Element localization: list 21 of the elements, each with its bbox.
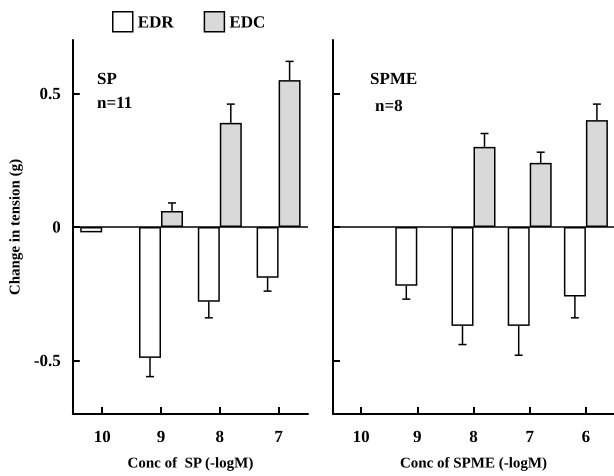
x-tick-label: 10 xyxy=(352,427,370,446)
legend-label: EDR xyxy=(138,12,174,32)
x-tick-label: 10 xyxy=(94,427,111,446)
annotation: n=8 xyxy=(375,96,403,115)
y-tick-label: 0 xyxy=(52,218,61,236)
legend-label: EDC xyxy=(229,12,266,32)
annotation: SPME xyxy=(370,69,418,88)
x-tick-label: 8 xyxy=(216,427,224,446)
x-tick-label: 8 xyxy=(469,427,478,446)
x-tick-label: 9 xyxy=(413,427,422,446)
x-tick-label: 9 xyxy=(156,427,166,446)
x-tick-label: 7 xyxy=(525,427,534,446)
x-tick-label: 6 xyxy=(582,427,590,446)
annotation: SP xyxy=(97,69,117,88)
x-axis-title: Conc of SP (-logM) xyxy=(127,456,254,472)
x-axis-title: Conc of SPME (-logM) xyxy=(400,456,548,472)
annotation: n=11 xyxy=(97,93,132,112)
y-tick-label: 0.5 xyxy=(40,84,61,103)
y-tick-label: -0.5 xyxy=(34,351,61,370)
x-tick-label: 7 xyxy=(274,427,284,446)
y-axis-title: Change in tension (g) xyxy=(8,158,24,296)
